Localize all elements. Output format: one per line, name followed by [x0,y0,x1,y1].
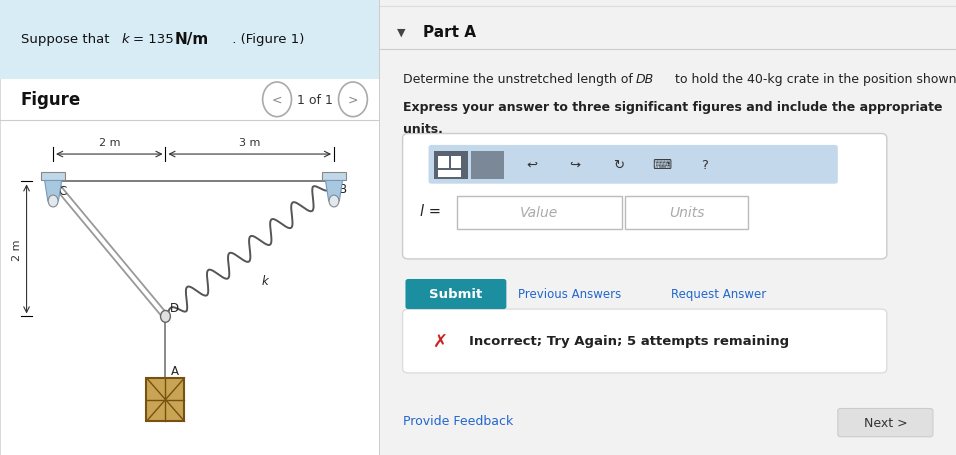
FancyBboxPatch shape [402,134,887,259]
Text: μA: μA [479,161,496,171]
Polygon shape [41,173,65,181]
Circle shape [329,196,339,207]
Text: Request Answer: Request Answer [671,287,766,300]
Text: Units: Units [669,206,705,220]
FancyBboxPatch shape [0,0,380,80]
Text: ?: ? [701,159,708,172]
Circle shape [48,196,58,207]
Text: units.: units. [402,123,443,136]
Text: ↩: ↩ [526,159,537,172]
Text: DB: DB [636,73,654,86]
Text: ▼: ▼ [397,28,405,38]
Text: D: D [170,301,179,314]
Text: Figure: Figure [21,91,81,109]
Text: Submit: Submit [429,287,482,300]
FancyBboxPatch shape [434,152,467,179]
Text: 3 m: 3 m [239,138,260,148]
FancyBboxPatch shape [439,157,448,168]
Text: 2 m: 2 m [12,238,22,260]
Text: N/m: N/m [175,32,208,47]
Text: B: B [338,183,347,196]
Polygon shape [325,181,342,202]
FancyBboxPatch shape [624,197,749,229]
FancyBboxPatch shape [428,146,837,184]
Text: <: < [272,94,282,106]
Text: Part A: Part A [423,25,476,40]
FancyBboxPatch shape [380,0,956,455]
Text: >: > [348,94,358,106]
FancyBboxPatch shape [146,378,185,421]
Text: 2 m: 2 m [98,138,120,148]
FancyBboxPatch shape [0,0,380,455]
Text: Suppose that: Suppose that [21,33,114,46]
Text: k: k [121,33,129,46]
Text: = 135: = 135 [133,33,178,46]
FancyBboxPatch shape [439,170,462,177]
Text: Incorrect; Try Again; 5 attempts remaining: Incorrect; Try Again; 5 attempts remaini… [468,335,789,348]
FancyBboxPatch shape [451,157,462,168]
Text: Express your answer to three significant figures and include the appropriate: Express your answer to three significant… [402,101,942,113]
Text: ↪: ↪ [570,159,580,172]
Text: to hold the 40-kg crate in the position shown.: to hold the 40-kg crate in the position … [671,73,956,86]
FancyBboxPatch shape [837,409,933,437]
Polygon shape [321,173,346,181]
Text: Provide Feedback: Provide Feedback [402,415,512,427]
Text: Next >: Next > [864,416,907,429]
Text: k: k [261,275,268,288]
Text: ⌨: ⌨ [652,159,671,172]
FancyBboxPatch shape [402,309,887,373]
Text: ✗: ✗ [432,332,447,350]
Text: A: A [171,364,179,378]
Text: l =: l = [420,204,441,218]
Text: Value: Value [520,206,558,220]
FancyBboxPatch shape [457,197,621,229]
Text: ↻: ↻ [613,159,623,172]
Text: Determine the unstretched length of: Determine the unstretched length of [402,73,637,86]
FancyBboxPatch shape [405,279,507,309]
Circle shape [161,311,170,323]
Text: . (Figure 1): . (Figure 1) [228,33,304,46]
Text: 1 of 1: 1 of 1 [297,94,333,106]
Text: Previous Answers: Previous Answers [518,287,621,300]
FancyBboxPatch shape [470,152,504,179]
Text: C: C [59,184,67,197]
Polygon shape [45,181,62,202]
